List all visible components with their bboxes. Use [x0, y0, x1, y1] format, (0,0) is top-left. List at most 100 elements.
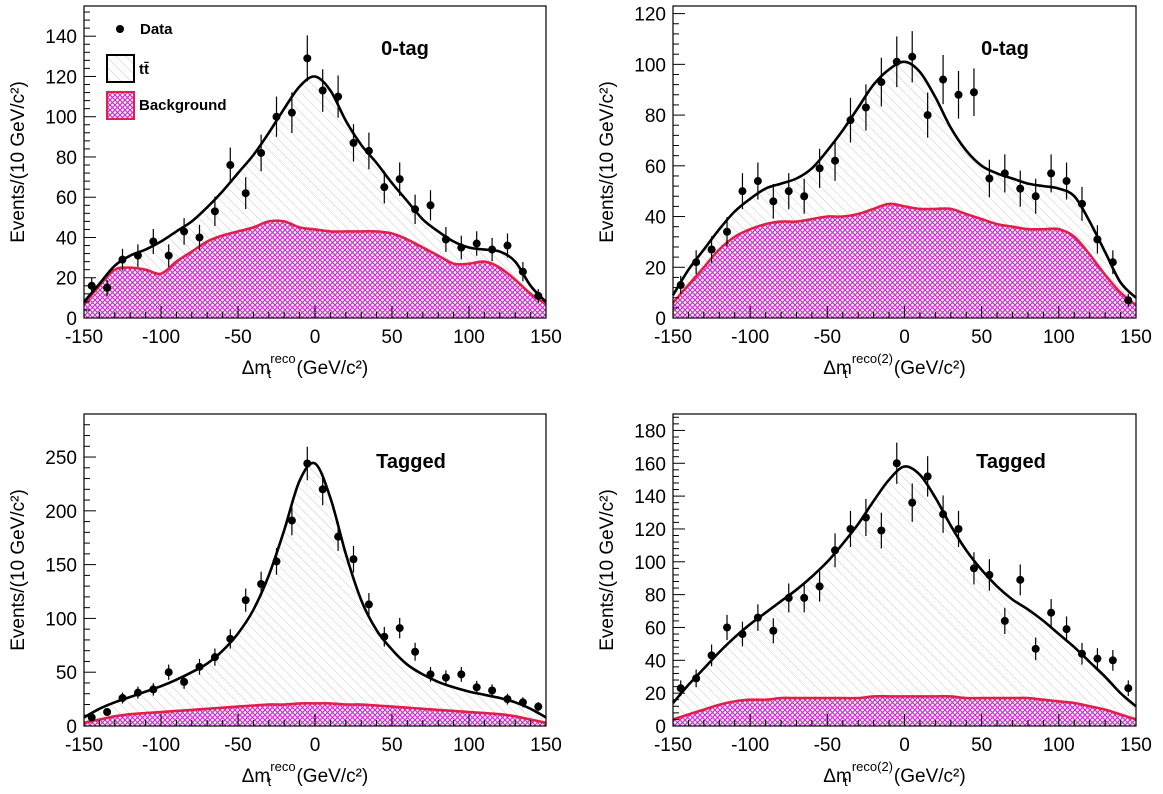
data-point [472, 239, 481, 248]
y-tick-label: 100 [634, 55, 666, 76]
data-point [395, 624, 404, 633]
panel-bottom-left: -150 -100 -50 0 50 100 150 0 50 100 150 200 250 Event… [8, 413, 562, 789]
x-tick-label: -100 [731, 735, 769, 756]
x-tick-label: 50 [971, 327, 992, 348]
data-point [334, 532, 343, 541]
data-point [1047, 169, 1056, 178]
data-point [380, 183, 389, 192]
y-axis-label: Events/(10 GeV/c²) [8, 489, 29, 651]
data-point [87, 281, 96, 290]
x-tick-label: -50 [814, 327, 841, 348]
panel-top-left: -150 -100 -50 0 50 100 150 0 20 40 60 80 100 120 140 Ev… [8, 5, 562, 381]
y-axis-label: Events/(10 GeV/c²) [597, 81, 618, 243]
data-point [272, 557, 281, 566]
data-point [877, 526, 886, 535]
data-point [518, 267, 527, 276]
plot-layer: -150 -100 -50 0 50 100 150 0 20 40 60 80 100 120 Event… [597, 5, 1152, 381]
x-tick-label: -50 [224, 327, 251, 348]
y-axis-label: Events/(10 GeV/c²) [597, 489, 618, 651]
x-tick-label: -100 [142, 735, 180, 756]
y-tick-label: 0 [655, 309, 666, 330]
legend-background-swatch [106, 91, 135, 120]
y-tick-label: 40 [645, 208, 666, 229]
data-point [676, 684, 685, 693]
x-tick-label: 50 [381, 735, 402, 756]
y-tick-label: 250 [45, 448, 77, 469]
x-tick-label: 150 [1120, 327, 1152, 348]
data-point [892, 57, 901, 66]
data-point [1108, 656, 1117, 665]
x-tick-label: -50 [814, 735, 841, 756]
background-curve [83, 702, 547, 725]
data-point [861, 103, 870, 112]
data-point [503, 241, 512, 250]
y-tick-label: 50 [56, 663, 77, 684]
data-point [118, 255, 127, 264]
data-point [1016, 184, 1025, 193]
tag-label: Tagged [376, 451, 446, 473]
legend-background-label: Background [139, 97, 227, 114]
background-area [84, 220, 546, 318]
data-point [939, 75, 948, 84]
x-tick-label: 50 [971, 735, 992, 756]
data-point [1093, 235, 1102, 244]
data-point [441, 673, 450, 682]
y-tick-label: 120 [634, 5, 666, 26]
total-fit-curve [83, 461, 547, 719]
data-point [364, 600, 373, 609]
x-tick-label: -150 [654, 735, 692, 756]
data-point [985, 570, 994, 579]
data-point [1047, 608, 1056, 617]
data-point [815, 164, 824, 173]
data-point [877, 78, 886, 87]
data-point [349, 555, 358, 564]
data-point [441, 235, 450, 244]
data-point [908, 52, 917, 61]
background-curve [672, 695, 1137, 721]
data-point [923, 111, 932, 120]
signal-area [84, 462, 546, 726]
data-point [676, 281, 685, 290]
y-tick-label: 40 [56, 228, 77, 249]
data-point [210, 653, 219, 662]
y-tick-label: 120 [45, 67, 77, 88]
data-point [1062, 625, 1071, 634]
data-point [815, 582, 824, 591]
data-point [692, 674, 701, 683]
data-point [318, 86, 327, 95]
x-tick-label: 100 [453, 327, 485, 348]
data-point [1016, 575, 1025, 584]
y-tick-label: 20 [56, 269, 77, 290]
panel-top-right: -150 -100 -50 0 50 100 150 0 20 40 60 80 100 120 Event… [597, 5, 1152, 381]
y-tick-label: 140 [45, 27, 77, 48]
data-point [133, 688, 142, 697]
data-point [723, 227, 732, 236]
x-tick-label: -150 [65, 327, 103, 348]
data-point [257, 148, 266, 157]
data-point [1031, 644, 1040, 653]
tag-label: 0-tag [981, 38, 1029, 60]
data-point [241, 189, 250, 198]
data-point [488, 245, 497, 254]
data-point [846, 524, 855, 533]
data-point [257, 579, 266, 588]
data-point [692, 258, 701, 267]
y-tick-label: 180 [634, 421, 666, 442]
data-point [985, 174, 994, 183]
y-tick-label: 20 [645, 258, 666, 279]
data-point [831, 156, 840, 165]
data-point [1000, 169, 1009, 178]
data-point [488, 686, 497, 695]
plot-layer: -150 -100 -50 0 50 100 150 0 20 40 60 80 100 120 140 16… [597, 413, 1152, 789]
tag-label: Tagged [976, 451, 1046, 473]
x-axis-label: Δmreco t (GeV/c²) [242, 351, 369, 381]
data-point [861, 513, 870, 522]
data-point [133, 251, 142, 260]
y-tick-label: 120 [634, 520, 666, 541]
y-tick-label: 160 [634, 454, 666, 475]
y-tick-label: 100 [45, 609, 77, 630]
data-point [1077, 199, 1086, 208]
tag-label: 0-tag [381, 38, 429, 60]
data-point [1108, 258, 1117, 267]
